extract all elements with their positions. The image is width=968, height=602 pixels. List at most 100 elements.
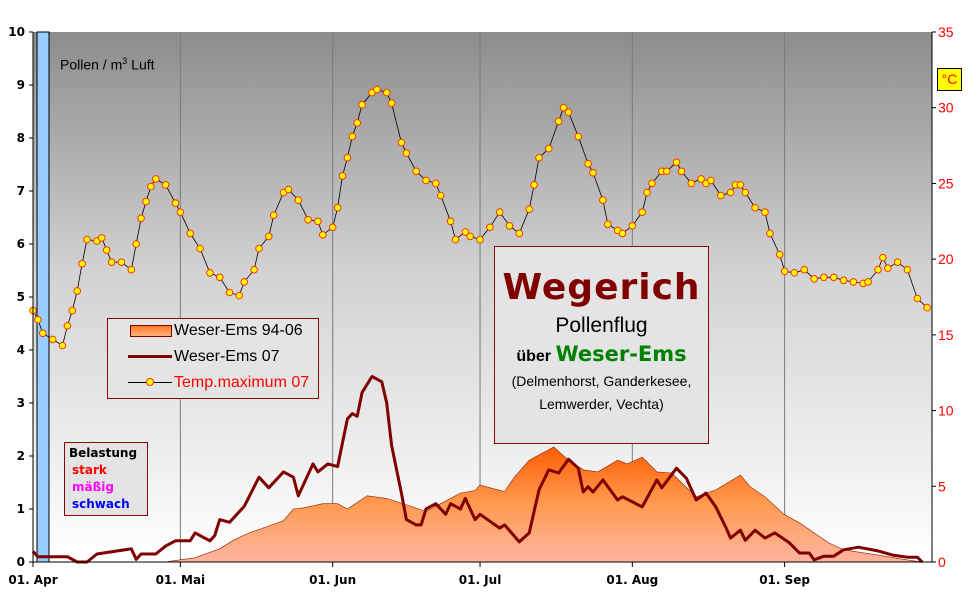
left-y-tick-label: 10 (8, 25, 25, 39)
temperature-point (574, 132, 583, 141)
right-y-tick-label: 35 (938, 24, 954, 40)
area-swatch (126, 324, 172, 338)
temperature-point (913, 294, 922, 303)
temperature-point (269, 211, 278, 219)
right-y-tick-label: 0 (938, 554, 946, 570)
temperature-point (810, 275, 818, 283)
temperature-point (147, 182, 155, 191)
temperature-point (530, 181, 538, 189)
temperature-point (373, 85, 381, 94)
level-maessig: mäßig (72, 480, 114, 494)
left-axis-unit-label: Pollen / m3 Luft (60, 56, 155, 73)
left-y-tick-label: 5 (17, 290, 25, 304)
temperature-point (604, 220, 612, 229)
temperature-point (68, 306, 77, 315)
temperature-point (142, 197, 150, 206)
temperature-point (284, 185, 293, 194)
temperature-point (726, 188, 735, 197)
temperature-point (161, 181, 170, 189)
temperature-point (304, 216, 312, 224)
subtitle: Pollenflug (555, 314, 648, 337)
belastung-legend: Belastung stark mäßig schwach (64, 442, 148, 516)
temperature-point (152, 175, 160, 183)
left-y-tick-label: 4 (17, 343, 25, 357)
legend-item-average: Weser-Ems 94-06 (126, 320, 303, 342)
temperature-point (643, 188, 651, 197)
temperature-point (599, 196, 607, 204)
temperature-point (790, 269, 799, 277)
temperature-point (879, 253, 887, 262)
temperature-point (515, 229, 524, 238)
temperature-point (333, 203, 342, 212)
level-stark: stark (72, 463, 107, 477)
right-y-tick-label: 30 (938, 100, 954, 116)
temperature-point (618, 229, 627, 238)
x-tick-label: 01. Jul (459, 573, 502, 587)
temperature-point (353, 119, 362, 127)
line-swatch (126, 350, 172, 364)
temperature-point (215, 273, 224, 282)
temperature-point (775, 250, 784, 259)
temperature-point (328, 223, 337, 232)
temperature-point (717, 191, 725, 200)
temperature-point (39, 329, 47, 338)
left-y-tick-label: 1 (17, 502, 25, 516)
temperature-point (707, 176, 715, 185)
chart-title: Wegerich (502, 267, 701, 308)
temperature-point (436, 191, 445, 200)
temperature-point (235, 291, 244, 300)
temperature-point (687, 179, 696, 188)
temperature-point (648, 179, 656, 188)
temperature-point (564, 108, 573, 117)
x-tick-label: 01. Sep (759, 573, 810, 587)
legend-item-2007: Weser-Ems 07 (126, 346, 280, 368)
temperature-point (535, 153, 543, 162)
temperature-point (874, 265, 882, 274)
right-y-tick-label: 15 (938, 327, 954, 343)
temperature-point (63, 322, 72, 330)
temperature-point (466, 232, 475, 241)
x-tick-label: 01. Aug (606, 573, 658, 587)
temperature-point (495, 208, 504, 216)
temperature-point (505, 222, 514, 230)
temperature-point (319, 231, 327, 239)
temperature-point (127, 265, 136, 274)
region-line: über Weser-Ems (516, 342, 687, 366)
temperature-point (250, 265, 258, 274)
temperature-point (677, 167, 686, 176)
level-schwach: schwach (72, 497, 130, 511)
temperature-point (107, 258, 116, 267)
temperature-point (402, 149, 411, 157)
temperature-point (923, 303, 931, 312)
temperature-point (225, 288, 234, 297)
temperature-point (422, 176, 430, 185)
temperature-point (382, 88, 391, 97)
temperature-point (338, 172, 347, 180)
temperature-point (761, 208, 769, 216)
x-tick-label: 01. Jun (309, 573, 356, 587)
legend: Weser-Ems 94-06 Weser-Ems 07 Temp.maximu… (107, 318, 319, 399)
left-y-tick-label: 0 (17, 555, 25, 569)
temperature-point (893, 258, 902, 267)
temperature-point (628, 222, 637, 230)
left-y-tick-label: 7 (17, 184, 25, 198)
temperature-point (348, 132, 357, 141)
temperature-point (849, 278, 858, 286)
temperature-point (314, 217, 322, 226)
temperature-point (766, 229, 774, 238)
temperature-point (186, 229, 194, 238)
left-y-tick-label: 6 (17, 237, 25, 251)
temperature-point (903, 265, 912, 274)
temperature-point (800, 265, 809, 274)
temperature-point (240, 278, 248, 286)
belastung-title: Belastung (69, 446, 138, 460)
temperature-point (265, 232, 273, 241)
left-y-tick-label: 3 (17, 396, 25, 410)
temperature-point (387, 99, 396, 107)
x-tick-label: 01. Mai (156, 573, 206, 587)
temperature-point (864, 278, 872, 286)
temperature-point (584, 159, 592, 168)
temperature-point (829, 273, 838, 282)
current-period-marker (36, 31, 50, 563)
